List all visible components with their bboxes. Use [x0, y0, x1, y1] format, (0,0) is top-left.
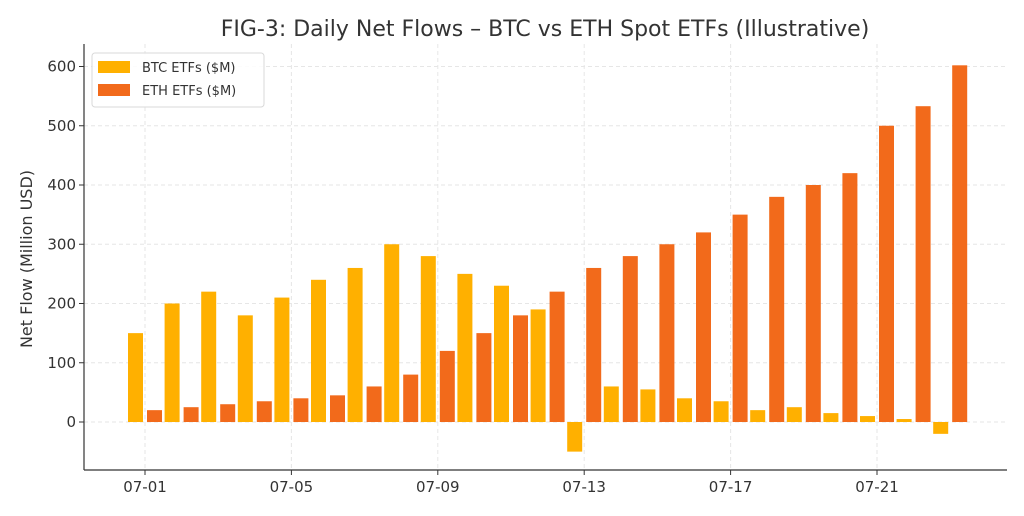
eth-bar	[293, 398, 309, 422]
eth-bar	[403, 374, 419, 422]
chart-title: FIG-3: Daily Net Flows – BTC vs ETH Spot…	[221, 17, 870, 42]
btc-bar	[896, 419, 912, 422]
eth-bar	[952, 65, 968, 422]
y-tick-label: 600	[47, 58, 76, 76]
eth-bar	[732, 214, 748, 422]
eth-bar	[476, 333, 492, 422]
eth-bar	[256, 401, 272, 422]
y-tick-label: 400	[47, 176, 76, 194]
x-tick-label: 07-21	[855, 478, 899, 496]
btc-bar	[384, 244, 400, 422]
btc-bar	[530, 309, 546, 422]
legend-swatch-eth	[98, 84, 130, 96]
eth-bar	[439, 350, 455, 422]
btc-bar	[933, 422, 949, 434]
btc-bar	[274, 297, 290, 422]
eth-bar	[513, 315, 528, 422]
eth-bar	[147, 410, 162, 422]
bars	[128, 65, 968, 452]
btc-bar	[786, 407, 802, 422]
eth-bar	[805, 185, 821, 422]
btc-bar	[237, 315, 253, 422]
btc-bar	[567, 422, 583, 452]
eth-bar	[183, 407, 199, 422]
btc-bar	[347, 267, 363, 422]
eth-bar	[220, 404, 236, 422]
eth-bar	[879, 125, 894, 422]
y-axis-label: Net Flow (Million USD)	[17, 170, 36, 348]
x-tick-label: 07-17	[709, 478, 753, 496]
eth-bar	[549, 291, 565, 422]
btc-bar	[750, 410, 766, 422]
x-tick-label: 07-13	[562, 478, 606, 496]
x-tick-label: 07-05	[270, 478, 314, 496]
legend-label-eth: ETH ETFs ($M)	[142, 84, 236, 99]
legend-label-btc: BTC ETFs ($M)	[142, 61, 235, 76]
eth-bar	[659, 244, 675, 422]
x-tick-label: 07-01	[123, 478, 167, 496]
btc-bar	[457, 273, 473, 422]
btc-bar	[603, 386, 619, 422]
eth-bar	[586, 267, 602, 422]
btc-bar	[494, 285, 509, 422]
eth-bar	[696, 232, 711, 422]
btc-bar	[860, 416, 875, 422]
btc-bar	[823, 413, 839, 422]
ticks: 0 100 200 300 400 500 600 07-01 07-05 07-09 07-13 0…	[47, 58, 898, 497]
grid-lines	[84, 44, 1007, 470]
btc-bar	[640, 389, 656, 422]
btc-bar	[713, 401, 729, 422]
y-tick-label: 0	[66, 413, 76, 431]
y-tick-label: 500	[47, 117, 76, 135]
btc-bar	[677, 398, 692, 422]
y-tick-label: 100	[47, 354, 76, 372]
eth-bar	[622, 256, 638, 422]
btc-bar	[420, 256, 436, 422]
eth-bar	[330, 395, 345, 422]
eth-bar	[366, 386, 382, 422]
y-tick-label: 300	[47, 235, 76, 253]
btc-bar	[128, 333, 143, 422]
btc-bar	[201, 291, 217, 422]
y-tick-label: 200	[47, 295, 76, 313]
eth-bar	[842, 173, 858, 422]
x-tick-label: 07-09	[416, 478, 460, 496]
btc-bar	[164, 303, 180, 422]
legend-box	[91, 52, 265, 108]
btc-bar	[311, 279, 326, 422]
eth-bar	[915, 106, 931, 422]
eth-bar	[769, 196, 785, 422]
legend-swatch-btc	[98, 61, 130, 73]
legend: BTC ETFs ($M) ETH ETFs ($M)	[91, 52, 265, 108]
